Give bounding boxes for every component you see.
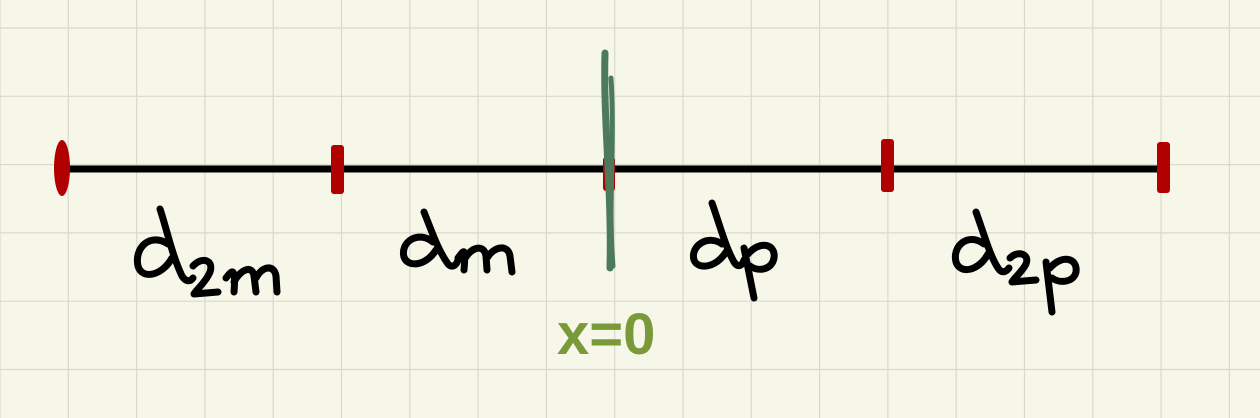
segment-label-dm: dm	[399, 208, 516, 276]
segment-label-d2p: d2p	[951, 208, 1080, 316]
segment-label-dp: dp	[689, 199, 778, 302]
tick-d2m-dm	[331, 145, 344, 194]
tick-dp-d2p	[881, 139, 894, 192]
tick-left-end	[54, 140, 70, 196]
origin-label: x=0	[557, 302, 655, 367]
origin-line	[601, 49, 616, 272]
tick-right-end	[1157, 142, 1170, 193]
segment-label-d2m: d2m	[133, 205, 281, 298]
